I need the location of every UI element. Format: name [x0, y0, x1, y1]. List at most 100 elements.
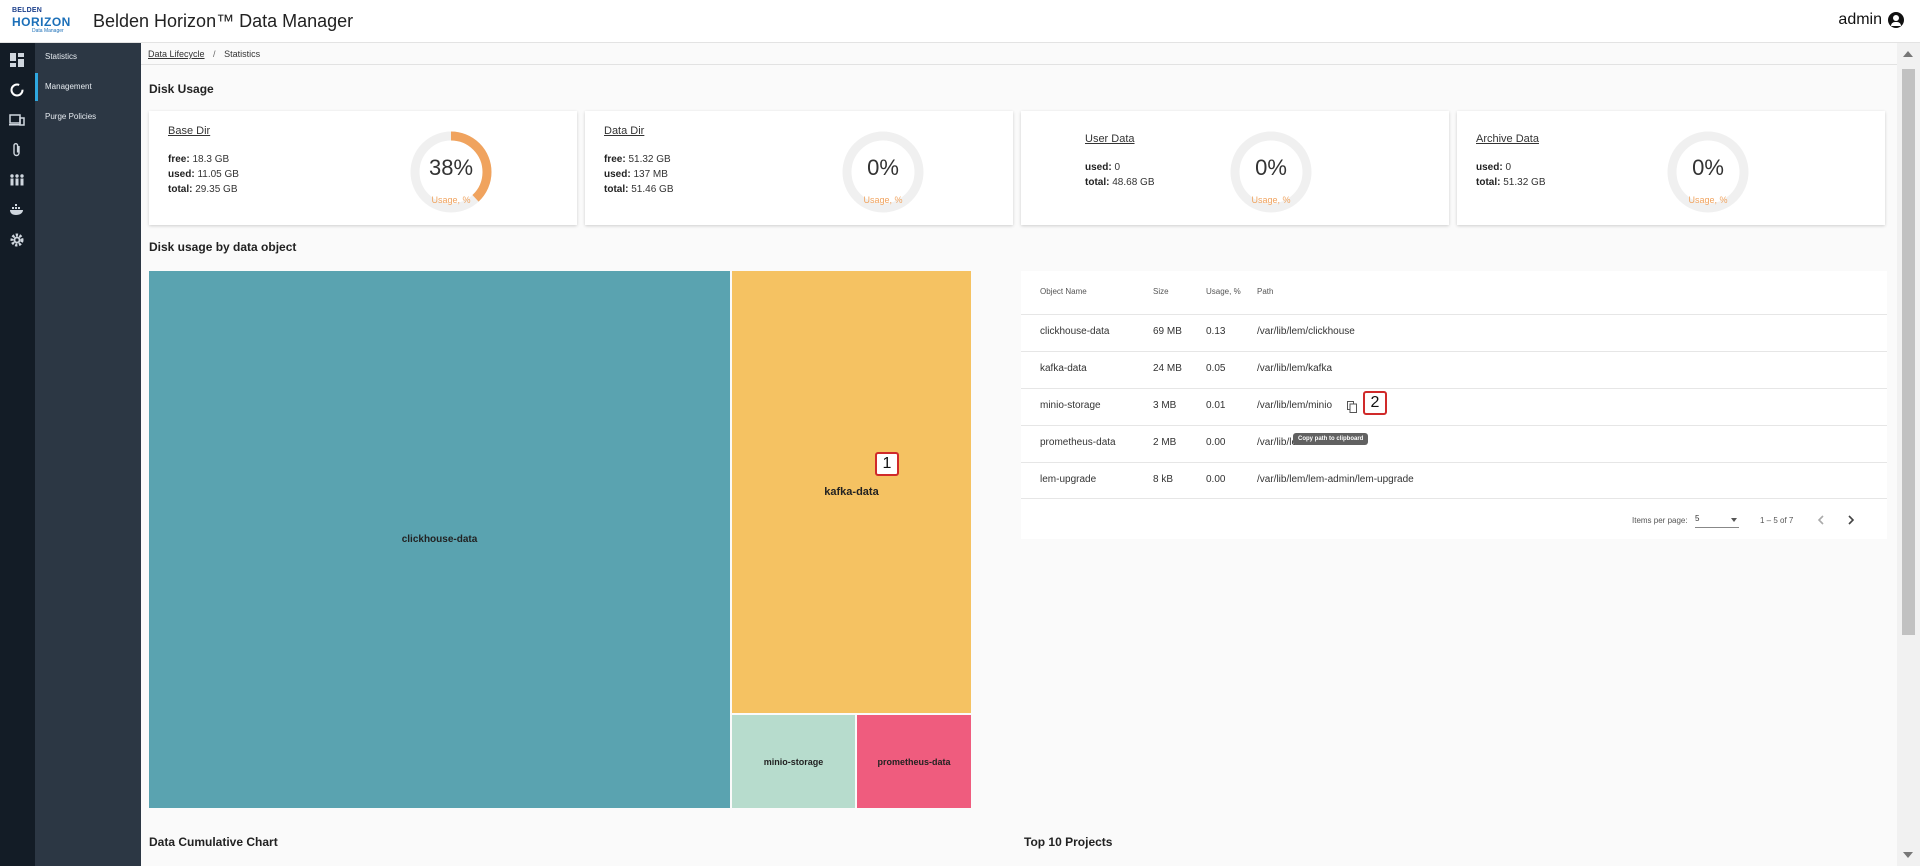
subnav-item-statistics[interactable]: Statistics — [45, 52, 78, 61]
stat-total: total: 48.68 GB — [1085, 177, 1155, 188]
items-per-page-select[interactable]: 5 — [1695, 514, 1739, 528]
stat-label: used: — [604, 169, 631, 180]
attachment-icon[interactable] — [7, 140, 27, 160]
usage-percent: 0% — [1255, 155, 1287, 180]
usage-label: Usage, % — [1251, 195, 1291, 205]
scrollbar-thumb[interactable] — [1902, 69, 1915, 635]
treemap-cell-minio-storage[interactable]: minio-storage — [732, 715, 855, 808]
stat-value: 137 MB — [633, 169, 668, 180]
cell-size: 24 MB — [1153, 363, 1182, 374]
treemap-label: kafka-data — [824, 486, 879, 498]
treemap-cell-prometheus-data[interactable]: prometheus-data — [857, 715, 971, 808]
page-range: 1 – 5 of 7 — [1760, 516, 1794, 525]
top-bar: BELDEN HORIZON Data Manager Belden Horiz… — [0, 0, 1920, 43]
annotation-badge-1: 1 — [875, 452, 899, 476]
logo-horizon-text: HORIZON — [12, 15, 71, 29]
copy-icon[interactable] — [1347, 401, 1357, 413]
card-user-data: User Data used: 0 total: 48.68 GB 0% Usa… — [1021, 111, 1449, 225]
data-object-table: Object Name Size Usage, % Path clickhous… — [1021, 271, 1887, 539]
treemap-cell-clickhouse-data[interactable]: clickhouse-data — [149, 271, 730, 808]
breadcrumb-data-lifecycle[interactable]: Data Lifecycle — [148, 49, 205, 59]
usage-ring — [410, 131, 492, 213]
stat-label: total: — [1085, 177, 1110, 188]
stat-total: total: 29.35 GB — [168, 184, 238, 195]
scroll-up-icon[interactable] — [1903, 51, 1913, 57]
card-archive-data: Archive Data used: 0 total: 51.32 GB 0% … — [1457, 111, 1885, 225]
lifecycle-icon[interactable] — [7, 80, 27, 100]
stat-used: used: 137 MB — [604, 169, 668, 180]
breadcrumb: Data Lifecycle / Statistics — [148, 49, 260, 59]
treemap-label: clickhouse-data — [401, 534, 478, 545]
cell-path: /var/lib/lem/minio — [1257, 400, 1333, 411]
icon-rail — [0, 43, 35, 866]
cell-size: 69 MB — [1153, 326, 1182, 337]
stat-value: 0 — [1505, 162, 1512, 173]
cell-usage: 0.00 — [1206, 437, 1226, 448]
app-title: Belden Horizon™ Data Manager — [93, 10, 354, 31]
treemap-label: prometheus-data — [877, 756, 951, 767]
ring-track — [1667, 131, 1749, 213]
usage-ring — [1667, 131, 1749, 213]
dashboard-icon[interactable] — [7, 50, 27, 70]
col-header-object-name[interactable]: Object Name — [1040, 287, 1087, 296]
user-menu[interactable]: admin — [1838, 11, 1904, 29]
cell-usage: 0.01 — [1206, 400, 1226, 411]
main-content: Data Lifecycle / Statistics Disk Usage B… — [141, 43, 1897, 866]
stat-value: 51.46 GB — [631, 184, 674, 195]
table-row[interactable]: lem-upgrade 8 kB 0.00 /var/lib/lem/lem-a… — [1021, 462, 1887, 499]
disk-usage-title: Disk Usage — [149, 82, 214, 96]
scroll-down-icon[interactable] — [1903, 852, 1913, 858]
table-row[interactable]: clickhouse-data 69 MB 0.13 /var/lib/lem/… — [1021, 314, 1887, 351]
chevron-right-icon[interactable] — [1845, 514, 1857, 526]
settings-icon[interactable] — [7, 230, 27, 250]
stat-value: 51.32 GB — [628, 154, 671, 165]
card-title[interactable]: Data Dir — [604, 125, 645, 137]
card-title[interactable]: Archive Data — [1476, 133, 1539, 145]
stat-free: free: 51.32 GB — [604, 154, 671, 165]
chevron-left-icon[interactable] — [1815, 514, 1827, 526]
cell-usage: 0.13 — [1206, 326, 1226, 337]
stat-value: 18.3 GB — [192, 154, 230, 165]
col-header-usage[interactable]: Usage, % — [1206, 287, 1241, 296]
col-header-size[interactable]: Size — [1153, 287, 1169, 296]
breadcrumb-current: Statistics — [224, 49, 261, 59]
cell-size: 3 MB — [1153, 400, 1177, 411]
stat-value: 0 — [1114, 162, 1121, 173]
items-per-page-value: 5 — [1695, 514, 1700, 523]
cell-usage: 0.00 — [1206, 474, 1226, 485]
cell-object-name: minio-storage — [1040, 400, 1101, 411]
table-row[interactable]: prometheus-data 2 MB 0.00 /var/lib/lem — [1021, 425, 1887, 462]
subnav-item-management[interactable]: Management — [35, 73, 141, 101]
breadcrumb-separator: / — [213, 49, 216, 59]
usage-percent: 0% — [1692, 155, 1724, 180]
stat-label: free: — [604, 154, 626, 165]
treemap-label: minio-storage — [763, 756, 824, 767]
stat-used: used: 0 — [1085, 162, 1120, 173]
stat-label: used: — [1476, 162, 1503, 173]
logo-belden-text: BELDEN — [12, 7, 42, 14]
devices-icon[interactable] — [7, 110, 27, 130]
sub-navigation: Statistics Management Purge Policies — [35, 43, 141, 866]
page-scrollbar[interactable] — [1897, 43, 1920, 866]
col-header-path[interactable]: Path — [1257, 287, 1274, 296]
belden-horizon-logo[interactable]: BELDEN HORIZON Data Manager — [10, 1, 82, 41]
users-icon[interactable] — [7, 170, 27, 190]
cell-size: 8 kB — [1153, 474, 1174, 485]
usage-label: Usage, % — [863, 195, 903, 205]
account-circle-icon — [1888, 12, 1904, 28]
cell-path: /var/lib/lem/clickhouse — [1257, 326, 1355, 337]
cell-usage: 0.05 — [1206, 363, 1226, 374]
docker-icon[interactable] — [7, 200, 27, 220]
user-name: admin — [1838, 11, 1882, 28]
usage-ring — [842, 131, 924, 213]
cell-object-name: lem-upgrade — [1040, 474, 1097, 485]
table-row[interactable]: minio-storage 3 MB 0.01 /var/lib/lem/min… — [1021, 388, 1887, 425]
stat-used: used: 0 — [1476, 162, 1511, 173]
card-title[interactable]: User Data — [1085, 133, 1135, 145]
subnav-item-purge-policies[interactable]: Purge Policies — [45, 112, 97, 121]
card-title[interactable]: Base Dir — [168, 125, 211, 137]
card-base-dir: Base Dir free: 18.3 GB used: 11.05 GB to… — [149, 111, 577, 225]
table-row[interactable]: kafka-data 24 MB 0.05 /var/lib/lem/kafka — [1021, 351, 1887, 388]
stat-total: total: 51.46 GB — [604, 184, 674, 195]
treemap-cell-kafka-data[interactable]: kafka-data — [732, 271, 971, 713]
